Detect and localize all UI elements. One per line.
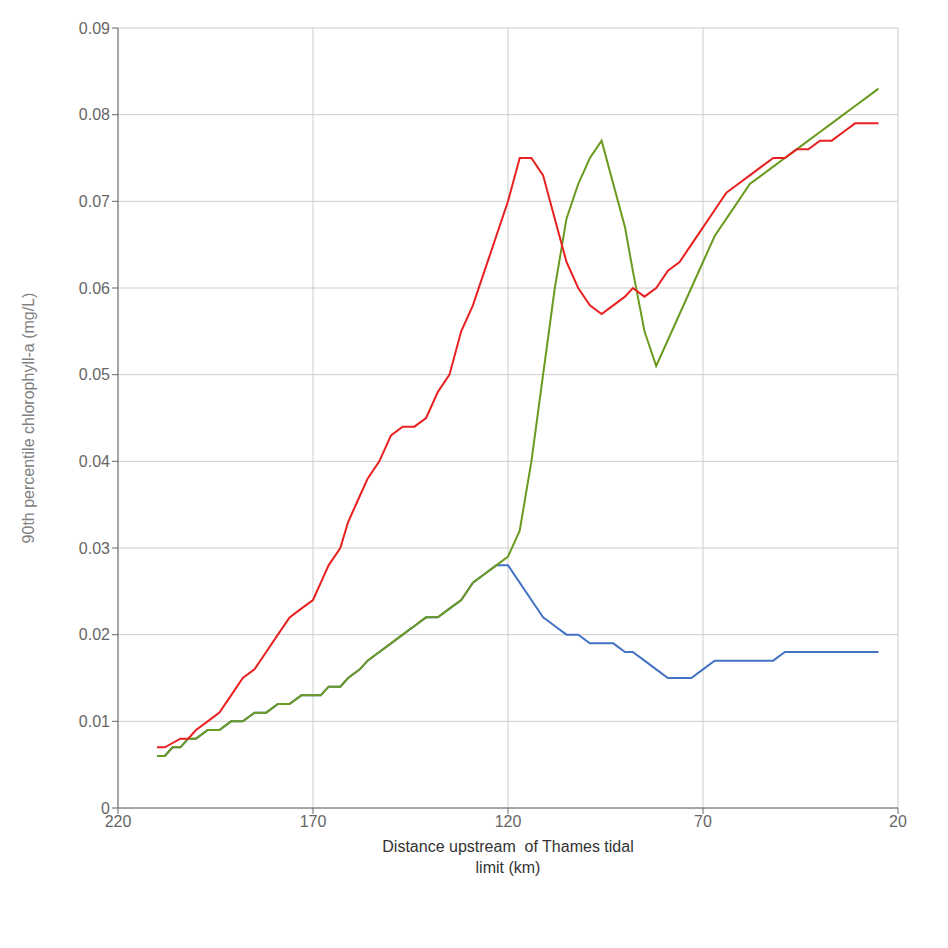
svg-text:220: 220 xyxy=(104,813,132,831)
svg-text:0.06: 0.06 xyxy=(79,280,110,297)
svg-text:170: 170 xyxy=(300,813,327,830)
svg-text:90th percentile chlorophyll-a: 90th percentile chlorophyll-a (mg/L) xyxy=(20,293,37,544)
svg-text:0.07: 0.07 xyxy=(79,193,110,210)
svg-text:0.03: 0.03 xyxy=(79,540,110,557)
svg-text:0.04: 0.04 xyxy=(79,453,110,470)
svg-text:0.05: 0.05 xyxy=(79,366,110,383)
svg-text:0: 0 xyxy=(101,800,110,817)
svg-text:0.09: 0.09 xyxy=(79,20,110,37)
svg-text:Distance upstream of Thames t: Distance upstream of Thames tidallimit (… xyxy=(382,838,633,876)
svg-text:20: 20 xyxy=(889,813,907,830)
svg-text:70: 70 xyxy=(694,813,712,830)
svg-text:0.08: 0.08 xyxy=(79,106,110,123)
svg-text:0.02: 0.02 xyxy=(79,626,110,643)
svg-text:120: 120 xyxy=(495,813,522,830)
svg-text:0.01: 0.01 xyxy=(79,713,110,730)
